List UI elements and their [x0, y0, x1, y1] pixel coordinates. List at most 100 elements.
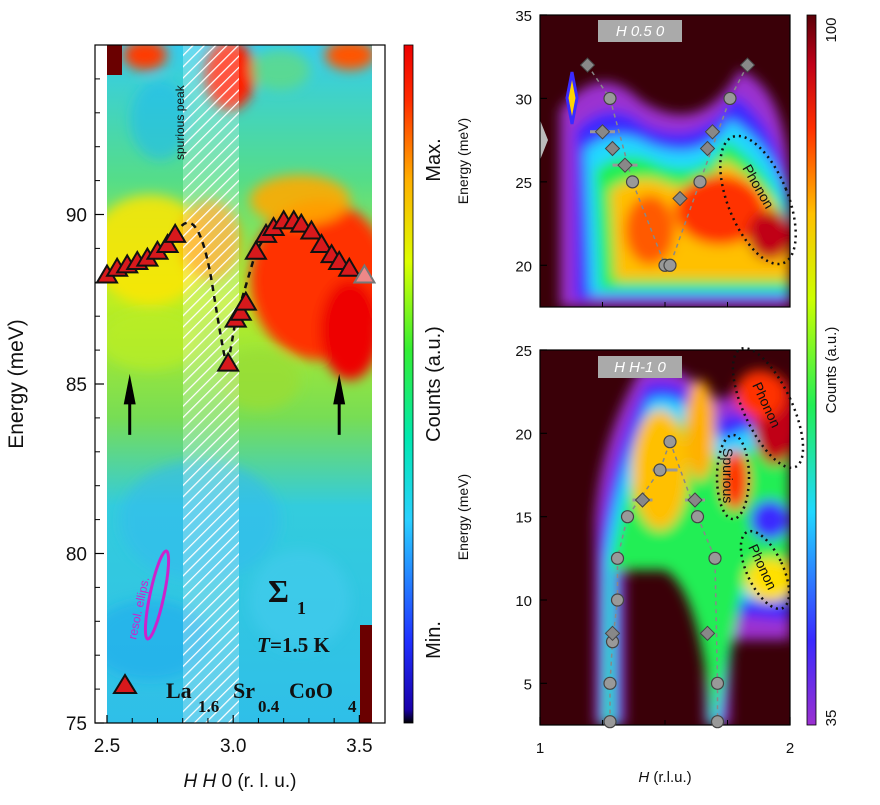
top-right-data-diamond: [594, 124, 611, 140]
bottom-right-data-diamond: [634, 492, 651, 508]
left-data-triangle: [289, 212, 314, 233]
bottom-right-data-circle: [610, 551, 625, 565]
bottom-right-data-circle: [708, 551, 722, 565]
top-right-y-tick-label: 35: [515, 8, 532, 25]
bottom-right-data-circle: [663, 435, 677, 449]
resolution-ellipse: [143, 549, 171, 641]
left-x-axis-label-rest: 0 (r. l. u.): [216, 771, 296, 792]
bottom-right-data-circle: [603, 676, 617, 690]
bottom-right-data-diamond: [687, 492, 703, 508]
left-data-triangle: [337, 256, 362, 277]
top-right-data-circle: [625, 175, 640, 189]
left-x-tick-label: 3.5: [346, 736, 372, 757]
spurious-peak-label: spurious peak: [173, 84, 187, 160]
top-right-data-circle: [663, 258, 677, 272]
formula-la: La: [166, 678, 192, 703]
bottom-right-y-tick-label: 20: [515, 426, 532, 443]
top-right-y-tick-label: 25: [515, 175, 532, 192]
left-data-triangle: [352, 263, 377, 284]
left-colorbar-label: Counts (a.u.): [423, 326, 445, 442]
bottom-right-y-tick-label: 25: [515, 343, 532, 360]
left-x-axis-label-italic: H H: [184, 771, 217, 792]
left-x-axis-label: H H 0 (r. l. u.): [184, 771, 297, 792]
top-right-bright-spot: [565, 71, 579, 125]
bottom-right-x-tick-label: 2: [786, 740, 794, 757]
left-axis-ticks: 2.5 3.0 3.5 75 80 85 90: [66, 78, 373, 757]
left-data-triangle: [244, 239, 268, 260]
top-right-y-tick-label: 30: [515, 91, 532, 108]
legend-triangle-marker: [112, 673, 138, 694]
top-right-data-diamond: [699, 140, 716, 157]
formula-la-subscript: 1.6: [198, 697, 219, 716]
left-data-triangle: [234, 290, 258, 311]
bottom-right-data-circle: [620, 510, 635, 524]
bottom-right-y-tick-label: 5: [524, 676, 532, 693]
bottom-right-data-diamond: [699, 625, 716, 642]
top-right-y-axis-label: Energy (meV): [455, 118, 471, 204]
top-right-data-diamond: [604, 140, 621, 157]
left-y-tick-label: 85: [66, 375, 87, 396]
top-right-data-diamond: [704, 124, 721, 140]
right-colorbar: 100 Counts (a.u.) 35: [806, 14, 840, 727]
right-colorbar-min-label: 35: [823, 710, 840, 727]
top-right-data-diamond: [672, 190, 688, 207]
left-arrows: [123, 373, 346, 435]
bottom-right-markers: [603, 435, 725, 729]
bottom-right-panel-label-box: [598, 356, 682, 378]
top-right-y-tick-label: 20: [515, 258, 532, 275]
left-data-triangle: [216, 351, 240, 372]
bottom-right-axis-ticks: 5 10 15 20 25 1 2: [515, 343, 794, 757]
bottom-right-data-circle: [653, 463, 667, 477]
left-data-triangle: [163, 222, 187, 243]
left-x-tick-label: 3.0: [220, 736, 246, 757]
up-arrow-head: [123, 373, 136, 405]
up-arrow-head: [333, 373, 346, 405]
top-right-data-diamond: [617, 157, 633, 173]
bottom-right-data-circle: [710, 715, 725, 729]
left-data-triangle: [327, 249, 351, 270]
colorbar-min-label: Min.: [423, 621, 445, 659]
top-right-data-diamond: [579, 57, 596, 73]
left-y-axis-label: Energy (meV): [5, 319, 28, 449]
bottom-right-panel-label: H H-1 0: [614, 359, 666, 376]
bottom-right-x-axis-label-italic: H: [638, 769, 649, 786]
left-y-tick-label: 80: [66, 545, 87, 566]
top-right-data-circle: [693, 175, 707, 189]
right-colorbar-max-label: 100: [823, 17, 840, 42]
temperature-value: =1.5 K: [270, 633, 330, 657]
bottom-right-x-axis-label-rest: (r.l.u.): [649, 769, 692, 786]
bottom-right-data-circle: [710, 676, 725, 690]
bottom-right-heatmap-field: [540, 350, 790, 725]
spurious-ellipse: [715, 433, 751, 521]
bottom-right-data-circle: [610, 593, 625, 607]
top-right-markers: [579, 57, 756, 272]
formula-co-subscript: 4: [348, 697, 357, 716]
top-right-data-circle: [723, 91, 737, 106]
left-y-tick-label: 75: [66, 714, 87, 735]
top-right-axis-ticks: 20 25 30 35: [515, 8, 728, 307]
left-colorbar: Max. Counts (a.u.) Min.: [403, 44, 445, 724]
top-right-data-circle: [603, 91, 617, 106]
bottom-right-y-tick-label: 15: [515, 510, 532, 527]
left-x-tick-label: 2.5: [94, 736, 120, 757]
top-right-panel-label-box: [598, 20, 682, 42]
left-data-triangle: [155, 233, 180, 254]
left-heatmap-field: [107, 45, 372, 723]
spurious-region: [183, 45, 239, 723]
formula-co: CoO: [289, 678, 333, 703]
right-colorbar-label: Counts (a.u.): [823, 327, 840, 414]
bottom-right-data-circle: [603, 715, 617, 729]
left-data-triangle: [299, 219, 324, 240]
left-data-triangle: [229, 300, 253, 321]
bottom-right-phonon-ellipse-bottom: [739, 529, 791, 611]
top-right-data-diamond: [739, 57, 756, 73]
formula-sr-subscript: 0.4: [258, 697, 280, 716]
formula-sr: Sr: [233, 678, 255, 703]
mode-subscript: 1: [297, 598, 306, 618]
bottom-right-spurious-label: Spurious: [720, 448, 736, 503]
bottom-right-phonon-ellipse-top: [731, 346, 805, 470]
top-right-panel-label: H 0.5 0: [616, 23, 665, 40]
